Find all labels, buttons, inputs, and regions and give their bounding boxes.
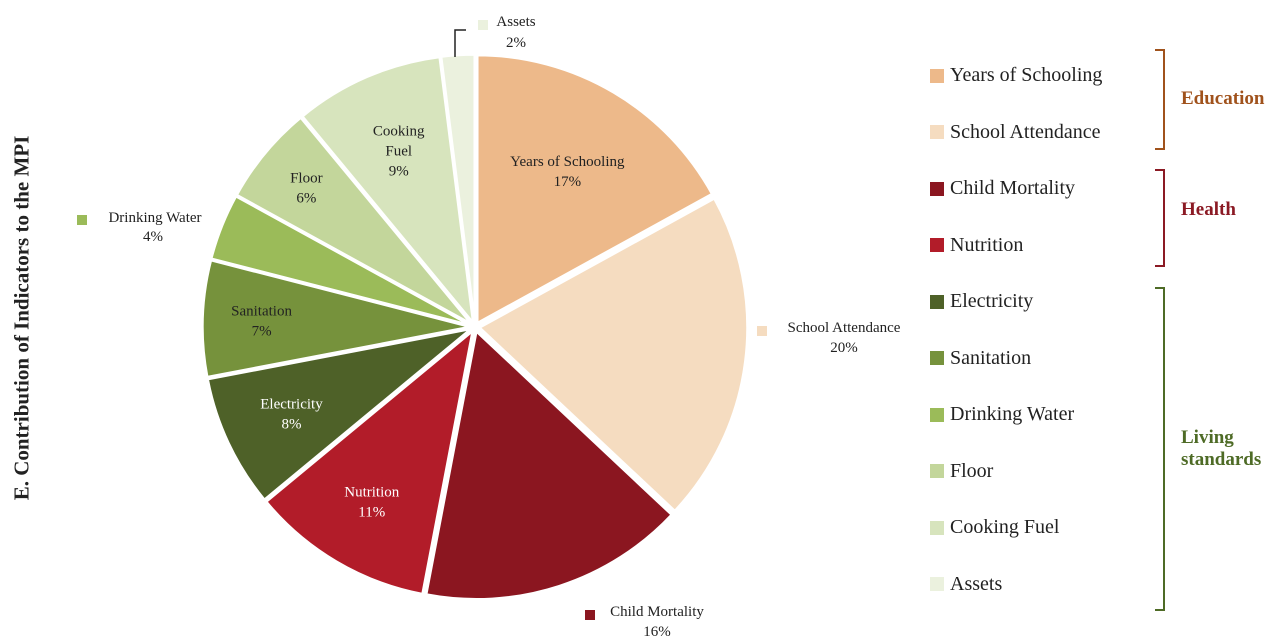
- data-label-years-of-schooling: Years of Schooling 17%: [510, 154, 625, 190]
- pie-slice-nutrition: [264, 327, 475, 596]
- pie-slice-assets: [439, 53, 476, 323]
- data-label-value: 8%: [281, 416, 301, 432]
- data-label-name: Sanitation: [231, 303, 292, 319]
- legend-label: Cooking Fuel: [950, 516, 1060, 538]
- legend-swatch: [930, 125, 944, 139]
- legend-item-nutrition: Nutrition: [930, 234, 1023, 257]
- data-label-value: 11%: [358, 505, 385, 521]
- data-label-nutrition: Nutrition 11%: [344, 485, 399, 521]
- legend-swatch: [930, 464, 944, 478]
- data-label-value: 17%: [554, 174, 582, 190]
- data-label-value: 2%: [506, 35, 526, 51]
- legend-label: Assets: [950, 572, 1003, 595]
- data-label-value: 16%: [643, 624, 671, 637]
- data-label-name: Drinking Water: [108, 210, 201, 226]
- legend-swatch: [930, 520, 944, 535]
- legend-item-school-attendance: School Attendance: [930, 121, 1101, 144]
- data-label-name: Cooking: [373, 124, 425, 140]
- legend-label: Child Mortality: [950, 177, 1075, 199]
- legend-item-drinking-water: Drinking Water: [930, 403, 1074, 426]
- data-label-value: 9%: [389, 164, 409, 180]
- data-label-swatch: [585, 610, 595, 620]
- data-label-name: Floor: [290, 170, 323, 186]
- pie-slice-child-mortality: [424, 328, 674, 601]
- pie-slice-drinking-water: [209, 194, 472, 327]
- data-label-value: 4%: [143, 229, 163, 245]
- data-label-swatch: [757, 326, 767, 336]
- data-label-value: 20%: [830, 340, 858, 356]
- pie-slice-years-of-schooling: [476, 53, 714, 326]
- legend-swatch: [930, 351, 944, 365]
- legend-item-years-of-schooling: Years of Schooling: [930, 64, 1102, 87]
- bracket-education: [1155, 49, 1165, 150]
- legend-item-electricity: Electricity: [930, 290, 1033, 313]
- data-label-name: Nutrition: [344, 485, 399, 501]
- legend-label: Nutrition: [950, 233, 1024, 256]
- legend-item-cooking-fuel: Cooking Fuel: [930, 516, 1059, 539]
- legend-swatch: [930, 238, 944, 252]
- bracket-health: [1155, 169, 1165, 267]
- data-label-school-attendance: School Attendance 20%: [757, 320, 901, 356]
- data-label-value: 7%: [252, 323, 272, 339]
- group-label-health: Health: [1181, 199, 1236, 220]
- legend-label: Floor: [950, 459, 994, 482]
- legend-swatch: [930, 68, 944, 83]
- data-label-value: 6%: [296, 190, 316, 206]
- legend-swatch: [930, 294, 944, 309]
- legend-label: Sanitation: [950, 346, 1032, 369]
- data-label-name: Electricity: [260, 396, 323, 412]
- data-label-name: School Attendance: [788, 320, 901, 336]
- legend-label: Drinking Water: [950, 403, 1075, 425]
- data-label-floor: Floor 6%: [290, 170, 323, 206]
- data-label-cooking-fuel: Cooking Fuel 9%: [373, 124, 425, 180]
- legend-label: Electricity: [950, 290, 1034, 312]
- data-label-name: Fuel: [385, 144, 412, 160]
- legend-item-sanitation: Sanitation: [930, 347, 1031, 370]
- pie-slice-floor: [234, 115, 473, 326]
- legend-item-assets: Assets: [930, 573, 1002, 596]
- pie-slice-sanitation: [201, 258, 471, 379]
- data-label-name: Years of Schooling: [510, 154, 625, 170]
- legend-swatch: [930, 181, 944, 196]
- data-label-drinking-water: Drinking Water 4%: [77, 210, 202, 245]
- pie-slice-electricity: [206, 327, 472, 502]
- group-label-education: Education: [1181, 88, 1265, 109]
- data-label-electricity: Electricity 8%: [260, 396, 323, 432]
- data-label-sanitation: Sanitation 7%: [231, 303, 292, 339]
- pie-slice-cooking-fuel: [300, 55, 475, 327]
- legend-swatch: [930, 407, 944, 422]
- data-label-swatch: [77, 215, 87, 225]
- data-label-swatch: [478, 20, 488, 30]
- pie-slice-school-attendance: [477, 196, 749, 513]
- leader-line: [454, 29, 466, 57]
- data-label-child-mortality: Child Mortality 16%: [585, 604, 704, 637]
- data-label-assets: Assets 2%: [454, 14, 536, 57]
- legend-label: Years of Schooling: [950, 64, 1103, 86]
- legend-item-child-mortality: Child Mortality: [930, 177, 1075, 200]
- data-label-name: Assets: [496, 14, 535, 30]
- group-label-living-standards: Living standards: [1181, 427, 1262, 470]
- bracket-living-standards: [1155, 287, 1165, 611]
- data-label-name: Child Mortality: [610, 604, 704, 620]
- legend-item-floor: Floor: [930, 460, 993, 483]
- legend-label: School Attendance: [950, 120, 1101, 143]
- legend-swatch: [930, 577, 944, 591]
